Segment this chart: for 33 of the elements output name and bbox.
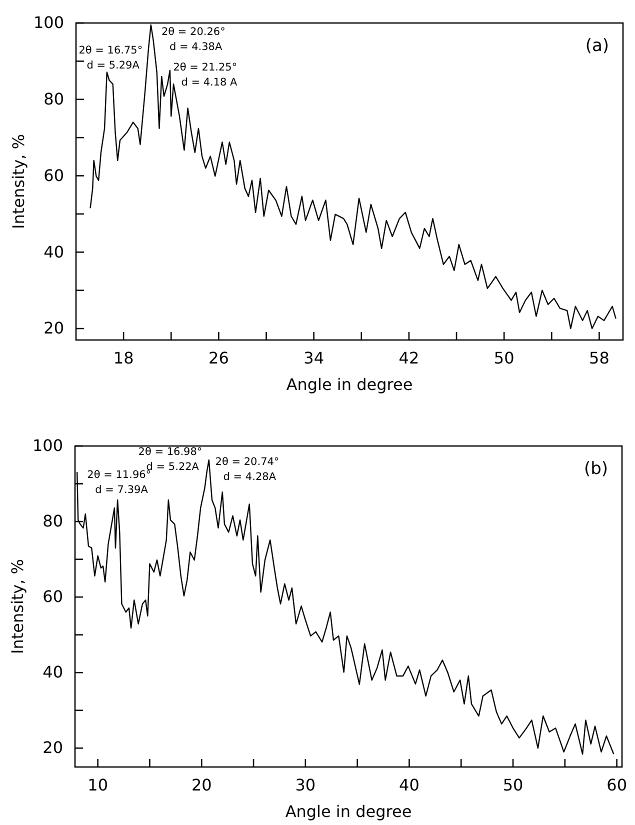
- y-tick-label: 100: [33, 13, 64, 32]
- y-tick-label: 60: [44, 166, 64, 185]
- x-tick-label: 60: [606, 775, 627, 794]
- x-tick-label: 26: [208, 348, 229, 368]
- y-tick-label: 40: [44, 242, 64, 262]
- x-axis-title: Angle in degree: [285, 802, 412, 821]
- annotation: 2θ = 20.74° d = 4.28A: [215, 456, 280, 483]
- x-tick-label: 50: [502, 775, 524, 794]
- y-tick-label: 40: [42, 662, 63, 682]
- x-tick-label: 40: [399, 775, 420, 794]
- x-tick-label: 42: [398, 348, 420, 368]
- y-tick-label: 80: [44, 90, 64, 109]
- x-tick-label: 18: [113, 348, 134, 368]
- y-tick-label: 100: [32, 436, 63, 456]
- y-axis-title: Intensity, %: [8, 558, 27, 654]
- y-axis-title: Intensity, %: [9, 134, 28, 230]
- y-tick-label: 20: [42, 738, 63, 758]
- x-tick-label: 30: [295, 775, 316, 794]
- x-tick-label: 58: [589, 348, 610, 368]
- line-series: [76, 459, 614, 755]
- annotation: 2θ = 20.26° d = 4.38A: [161, 26, 226, 53]
- x-tick-label: 50: [494, 348, 514, 368]
- x-tick-label: 10: [88, 775, 108, 794]
- x-tick-label: 20: [191, 775, 212, 794]
- x-axis-title: Angle in degree: [286, 375, 413, 394]
- annotation: (a): [585, 36, 609, 56]
- x-tick-label: 34: [304, 348, 324, 368]
- y-tick-label: 20: [44, 318, 64, 338]
- y-tick-label: 60: [42, 587, 63, 606]
- annotation: (b): [584, 459, 608, 479]
- annotation: 2θ = 21.25° d = 4.18 A: [173, 61, 238, 88]
- annotation: 2θ = 16.75° d = 5.29A: [78, 44, 143, 72]
- y-tick-label: 80: [42, 512, 63, 531]
